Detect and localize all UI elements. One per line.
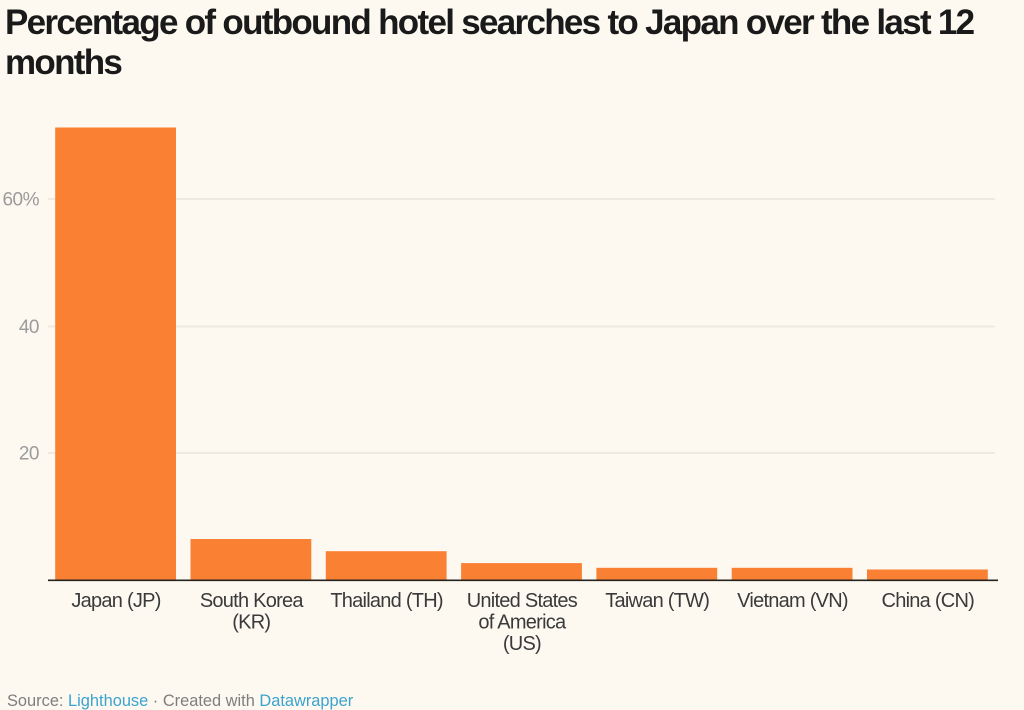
svg-text:Thailand (TH): Thailand (TH): [330, 590, 443, 612]
svg-text:(KR): (KR): [232, 612, 270, 634]
svg-text:United States: United States: [467, 590, 578, 612]
svg-text:(US): (US): [503, 633, 541, 655]
svg-text:40: 40: [19, 317, 39, 338]
svg-text:Japan (JP): Japan (JP): [71, 590, 160, 612]
svg-text:China (CN): China (CN): [882, 590, 975, 612]
svg-text:Vietnam (VN): Vietnam (VN): [737, 590, 848, 612]
svg-text:Taiwan (TW): Taiwan (TW): [605, 590, 709, 612]
svg-text:20: 20: [19, 444, 39, 465]
svg-text:of America: of America: [478, 612, 567, 634]
svg-text:South Korea: South Korea: [200, 590, 305, 612]
svg-text:60%: 60%: [2, 190, 39, 211]
